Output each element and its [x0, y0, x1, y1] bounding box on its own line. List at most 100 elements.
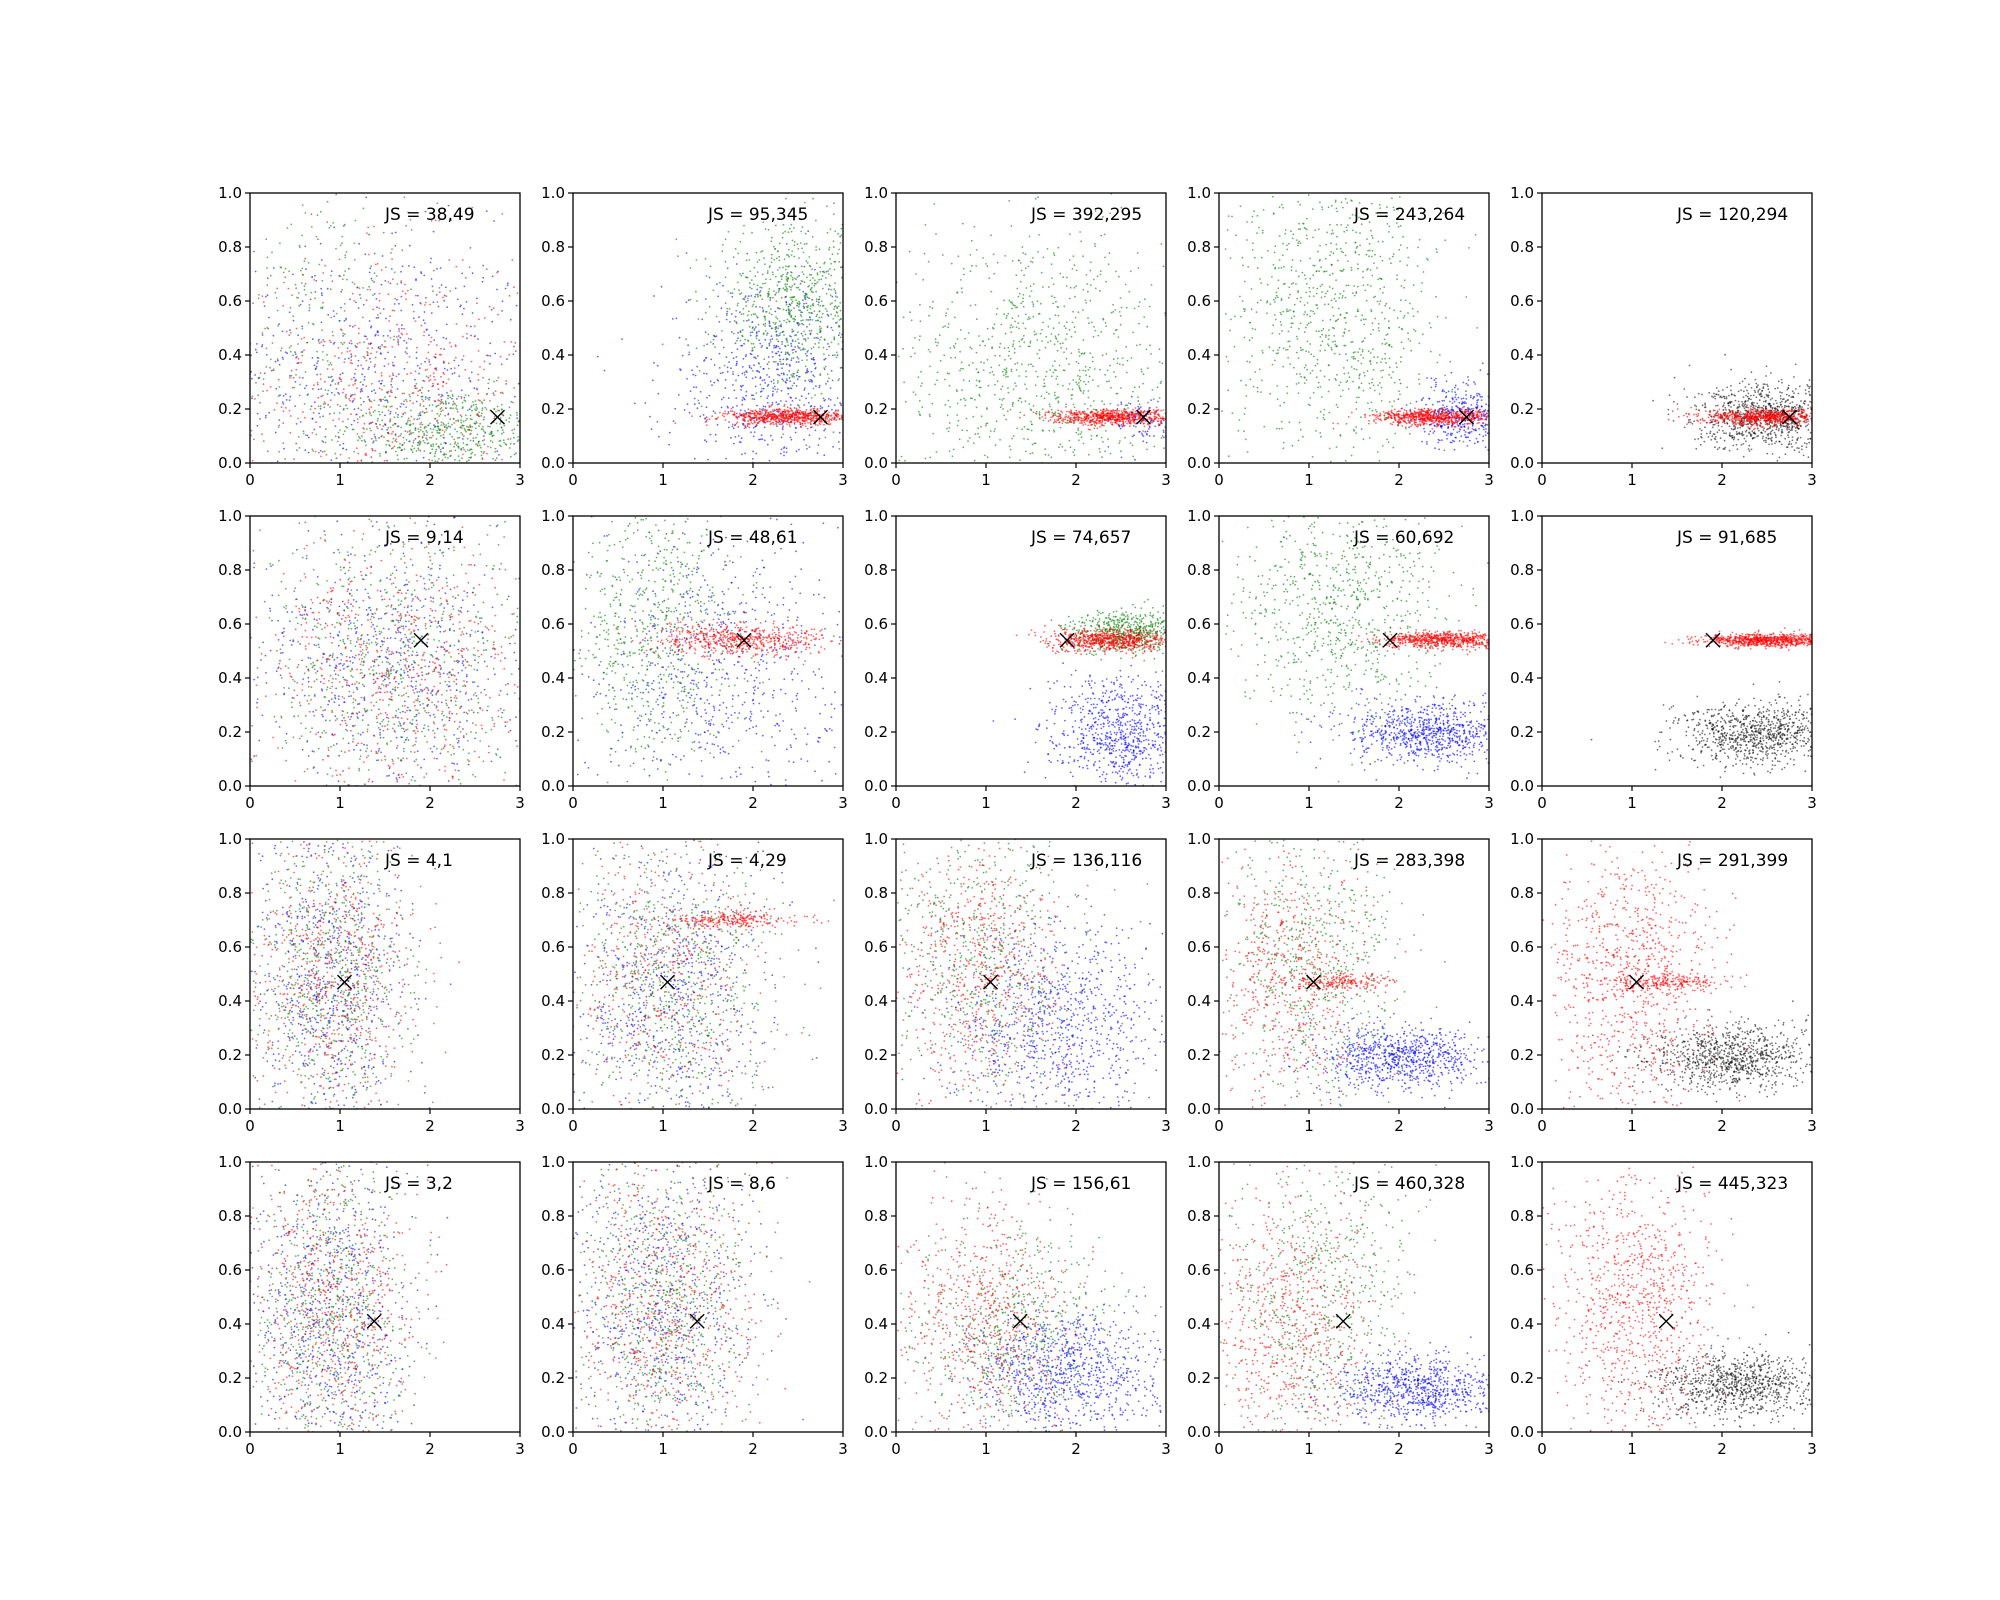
- data-point: [462, 420, 465, 423]
- data-point: [509, 442, 512, 445]
- data-point: [756, 370, 758, 372]
- data-point: [797, 324, 800, 327]
- data-point: [806, 325, 808, 328]
- data-point: [1030, 409, 1033, 412]
- data-point: [333, 315, 336, 318]
- data-point: [775, 321, 777, 324]
- data-point: [453, 422, 456, 424]
- data-point: [949, 406, 951, 408]
- data-point: [1012, 401, 1015, 404]
- data-point: [1030, 420, 1032, 423]
- data-point: [432, 382, 434, 385]
- data-point: [356, 460, 359, 462]
- data-point: [780, 436, 783, 439]
- data-point: [444, 414, 447, 417]
- data-point: [491, 432, 493, 435]
- data-point: [661, 343, 664, 346]
- data-point: [331, 280, 334, 283]
- data-point: [414, 378, 416, 381]
- data-point: [953, 345, 955, 347]
- data-point: [1044, 375, 1047, 378]
- data-point: [793, 240, 796, 243]
- data-point: [735, 422, 738, 425]
- data-point: [475, 409, 477, 412]
- data-point: [391, 441, 394, 443]
- data-point: [1103, 403, 1106, 406]
- data-point: [977, 427, 979, 430]
- data-point: [763, 317, 766, 319]
- data-point: [946, 308, 949, 310]
- data-point: [400, 309, 403, 312]
- data-point: [787, 305, 790, 308]
- data-point: [361, 390, 364, 392]
- data-point: [990, 234, 992, 237]
- data-point: [497, 409, 499, 412]
- data-point: [341, 235, 344, 238]
- data-point: [768, 414, 771, 417]
- data-point: [391, 361, 394, 364]
- data-point: [1111, 418, 1114, 421]
- data-point: [742, 297, 744, 300]
- data-point: [311, 357, 314, 359]
- data-point: [1044, 346, 1047, 349]
- data-point: [837, 410, 839, 412]
- data-point: [350, 413, 352, 416]
- data-point: [787, 311, 790, 314]
- data-point: [909, 311, 911, 314]
- data-point: [353, 419, 356, 422]
- data-point: [815, 415, 818, 417]
- data-point: [928, 314, 930, 317]
- data-point: [454, 356, 457, 359]
- data-point: [411, 451, 414, 454]
- data-point: [749, 282, 751, 285]
- data-point: [776, 388, 779, 391]
- data-point: [1036, 353, 1039, 355]
- data-point: [760, 416, 763, 419]
- data-point: [703, 372, 705, 375]
- data-point: [429, 428, 432, 430]
- data-point: [803, 201, 806, 204]
- data-point: [329, 225, 332, 227]
- data-point: [1126, 371, 1128, 374]
- data-point: [369, 412, 371, 415]
- data-point: [813, 358, 815, 361]
- data-point: [322, 394, 324, 397]
- data-point: [460, 397, 463, 400]
- data-point: [1002, 397, 1005, 400]
- data-point: [793, 295, 796, 298]
- data-point: [772, 393, 774, 395]
- data-point: [388, 375, 391, 377]
- data-point: [361, 439, 363, 442]
- data-point: [359, 437, 361, 440]
- data-point: [516, 292, 519, 294]
- data-point: [728, 421, 730, 423]
- data-point: [464, 394, 467, 396]
- y-tick-label: 0.0: [541, 454, 565, 472]
- data-point: [393, 335, 396, 338]
- data-point: [405, 439, 408, 441]
- data-point: [516, 417, 518, 420]
- data-point: [952, 448, 955, 451]
- data-point: [790, 342, 792, 345]
- data-point: [1081, 352, 1083, 355]
- data-point: [713, 364, 716, 366]
- data-point: [808, 311, 810, 314]
- data-point: [1093, 408, 1095, 411]
- data-point: [837, 232, 839, 235]
- data-point: [705, 440, 708, 443]
- data-point: [427, 397, 429, 399]
- data-point: [1099, 419, 1102, 422]
- data-point: [449, 443, 452, 446]
- scatter-panel: 0 1 2 30.00.20.40.60.81.0JS = 38,49: [218, 184, 525, 489]
- data-point: [324, 389, 327, 391]
- data-point: [975, 384, 978, 387]
- data-point: [490, 430, 493, 433]
- data-point: [406, 421, 409, 424]
- data-point: [992, 253, 995, 256]
- data-point: [793, 255, 796, 258]
- data-point: [266, 256, 269, 259]
- data-point: [489, 342, 492, 345]
- data-point: [777, 362, 779, 365]
- data-point: [827, 413, 829, 416]
- data-point: [424, 369, 427, 371]
